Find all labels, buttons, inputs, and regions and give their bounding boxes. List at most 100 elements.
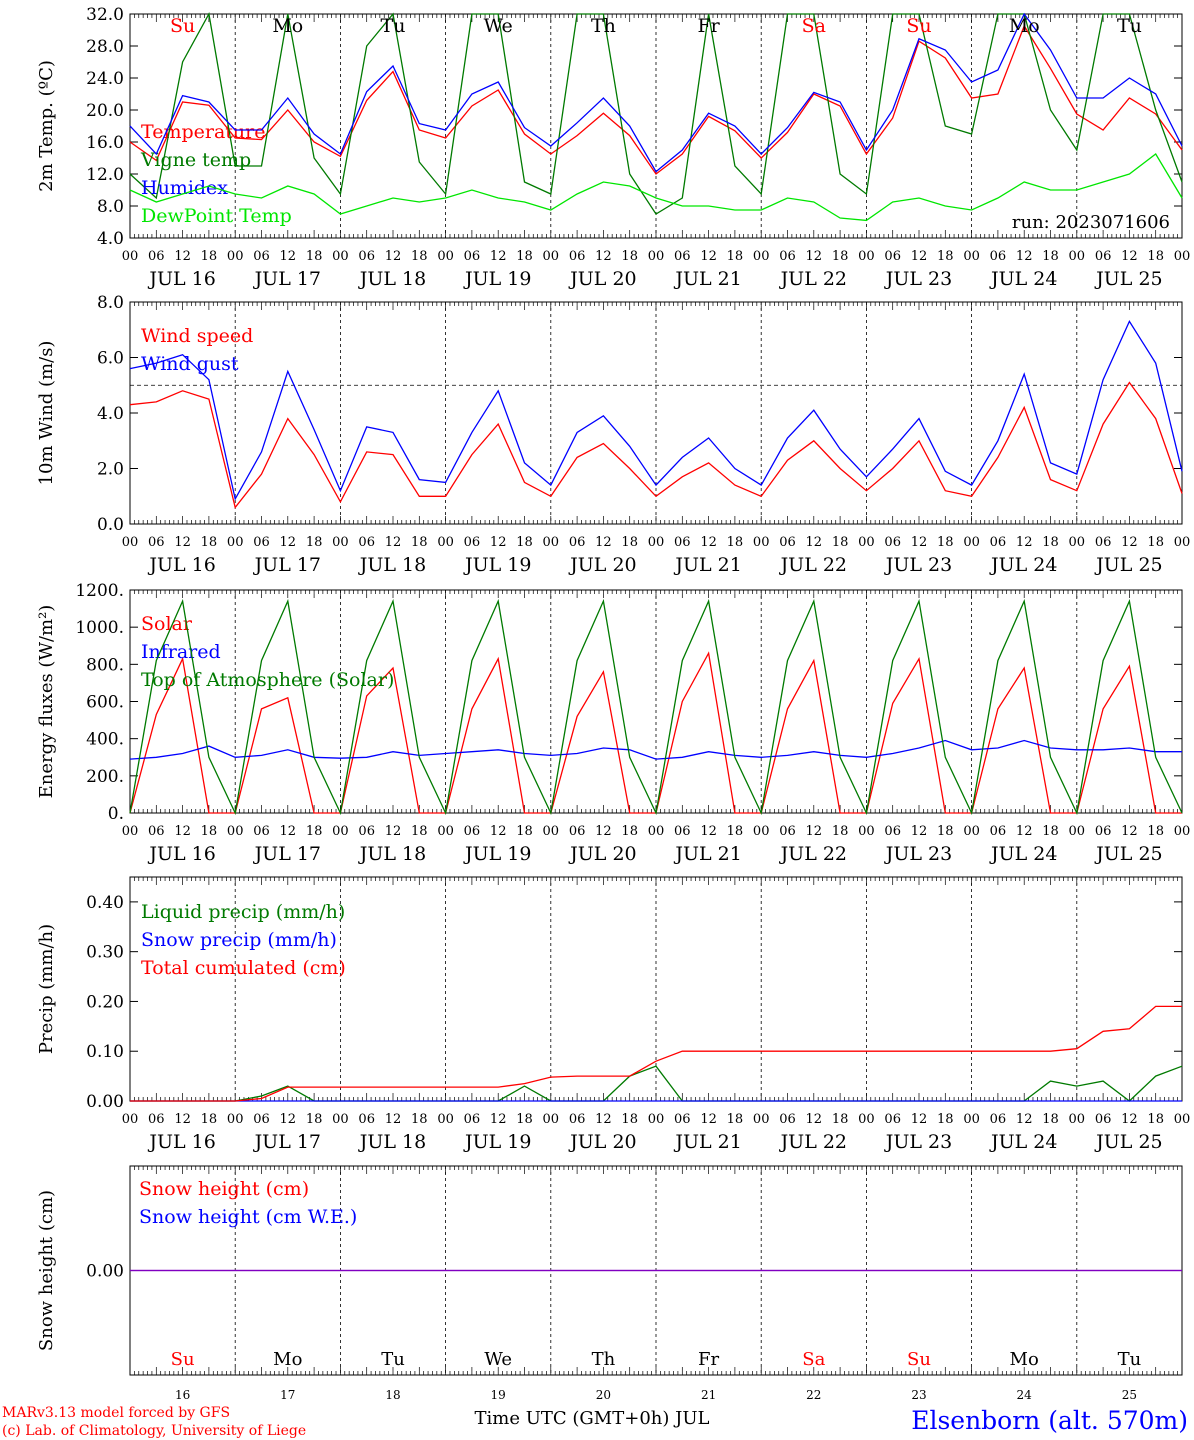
hour-tick-label: 00 (1069, 1112, 1086, 1127)
y-tick-label: 0.20 (86, 992, 124, 1012)
hour-tick-label: 00 (122, 535, 139, 550)
hour-tick-label: 18 (1042, 249, 1059, 264)
hour-tick-label: 18 (937, 249, 954, 264)
hour-tick-label: 12 (1016, 824, 1033, 839)
hour-tick-label: 00 (437, 535, 454, 550)
plot-frame (129, 589, 1183, 814)
hour-tick-label: 12 (700, 535, 717, 550)
hour-tick-label: 06 (358, 535, 375, 550)
legend-entry: Wind speed (141, 325, 253, 347)
y-tick-label: 0.30 (86, 943, 124, 963)
y-tick-label: 4.0 (97, 404, 124, 424)
date-label: JUL 17 (253, 268, 321, 290)
day-abbr-top: Th (591, 15, 616, 37)
hour-tick-label: 18 (1147, 824, 1164, 839)
day-abbr-bottom: Su (907, 1349, 931, 1370)
hour-tick-label: 12 (806, 824, 823, 839)
hour-tick-label: 18 (727, 1112, 744, 1127)
hour-tick-label: 00 (1069, 535, 1086, 550)
day-abbr-bottom: Sa (802, 1349, 825, 1370)
hour-tick-label: 12 (490, 824, 507, 839)
series-line-infrared (129, 739, 1182, 760)
hour-tick-label: 00 (227, 1112, 244, 1127)
hour-tick-label: 18 (306, 824, 323, 839)
legend-entry: Temperature (141, 121, 265, 143)
legend-entry: Wind gust (141, 353, 239, 375)
date-label: JUL 25 (1094, 843, 1162, 865)
hour-tick-label: 12 (174, 249, 191, 264)
date-label: JUL 17 (253, 554, 321, 576)
hour-tick-label: 06 (990, 535, 1007, 550)
hour-tick-label: 12 (1016, 535, 1033, 550)
hour-tick-label: 12 (490, 1112, 507, 1127)
date-label: JUL 21 (673, 268, 741, 290)
date-label: JUL 18 (358, 554, 426, 576)
day-abbr-top: Fr (697, 15, 720, 37)
date-label: JUL 18 (358, 843, 426, 865)
hour-tick-label: 06 (464, 535, 481, 550)
date-label: JUL 25 (1094, 1131, 1162, 1153)
y-tick-label: 200. (86, 767, 124, 787)
date-label: JUL 19 (463, 843, 531, 865)
hour-tick-label: 18 (411, 535, 428, 550)
y-tick-label: 8.0 (97, 197, 124, 217)
y-tick-label: 16.0 (86, 133, 124, 153)
panel-3: 0. 200. 400. 600. 800. 1000. 1200. Energy fluxe… (36, 581, 1190, 865)
y-tick-label: 0.10 (86, 1042, 124, 1062)
hour-tick-label: 18 (516, 824, 533, 839)
hour-tick-label: 12 (595, 1112, 612, 1127)
y-tick-label: 6.0 (97, 349, 124, 369)
hour-tick-label: 00 (332, 249, 349, 264)
hour-tick-label: 12 (595, 824, 612, 839)
hour-tick-label: 12 (911, 249, 928, 264)
hour-tick-label: 12 (911, 824, 928, 839)
date-label: JUL 16 (147, 1131, 215, 1153)
y-tick-label: 32.0 (86, 5, 124, 25)
hour-tick-label: 12 (385, 824, 402, 839)
y-tick-label: 28.0 (86, 37, 124, 57)
hour-tick-label: 06 (674, 824, 691, 839)
hour-tick-label: 12 (700, 824, 717, 839)
day-number: 19 (491, 1388, 506, 1402)
legend-entry: Solar (141, 613, 193, 635)
date-label: JUL 21 (673, 843, 741, 865)
hour-tick-label: 18 (621, 824, 638, 839)
date-label: JUL 19 (463, 554, 531, 576)
series-line-top-of-atmosphere-solar- (129, 598, 1183, 816)
hour-tick-label: 00 (1174, 249, 1191, 264)
day-number: 22 (806, 1388, 821, 1402)
hour-tick-label: 12 (490, 535, 507, 550)
hour-tick-label: 18 (1042, 535, 1059, 550)
day-abbr-bottom: Tu (381, 1349, 405, 1370)
y-tick-label: 800. (86, 655, 124, 675)
hour-tick-label: 18 (937, 824, 954, 839)
hour-tick-label: 12 (1016, 1112, 1033, 1127)
legend-entry: Total cumulated (cm) (141, 957, 346, 979)
date-label: JUL 23 (884, 843, 952, 865)
hour-tick-label: 00 (648, 249, 665, 264)
hour-tick-label: 18 (832, 1112, 849, 1127)
footer-credit-line2: (c) Lab. of Climatology, University of L… (2, 1423, 306, 1439)
hour-tick-label: 12 (806, 535, 823, 550)
hour-tick-label: 06 (674, 535, 691, 550)
hour-tick-label: 18 (306, 1112, 323, 1127)
hour-tick-label: 18 (727, 535, 744, 550)
hour-tick-label: 06 (779, 824, 796, 839)
hour-tick-label: 18 (201, 824, 218, 839)
hour-tick-label: 06 (569, 535, 586, 550)
hour-tick-label: 06 (148, 1112, 165, 1127)
hour-tick-label: 12 (1121, 824, 1138, 839)
hour-tick-label: 18 (306, 535, 323, 550)
hour-tick-label: 00 (963, 535, 980, 550)
day-abbr-top: Sa (802, 15, 826, 37)
date-label: JUL 25 (1094, 268, 1162, 290)
day-number: 25 (1122, 1388, 1137, 1402)
hour-tick-label: 12 (280, 824, 297, 839)
date-label: JUL 18 (358, 1131, 426, 1153)
hour-tick-label: 12 (806, 1112, 823, 1127)
hour-tick-label: 00 (648, 535, 665, 550)
hour-tick-label: 06 (253, 535, 270, 550)
date-label: JUL 23 (884, 554, 952, 576)
day-number: 16 (175, 1388, 190, 1402)
hour-tick-label: 18 (201, 1112, 218, 1127)
